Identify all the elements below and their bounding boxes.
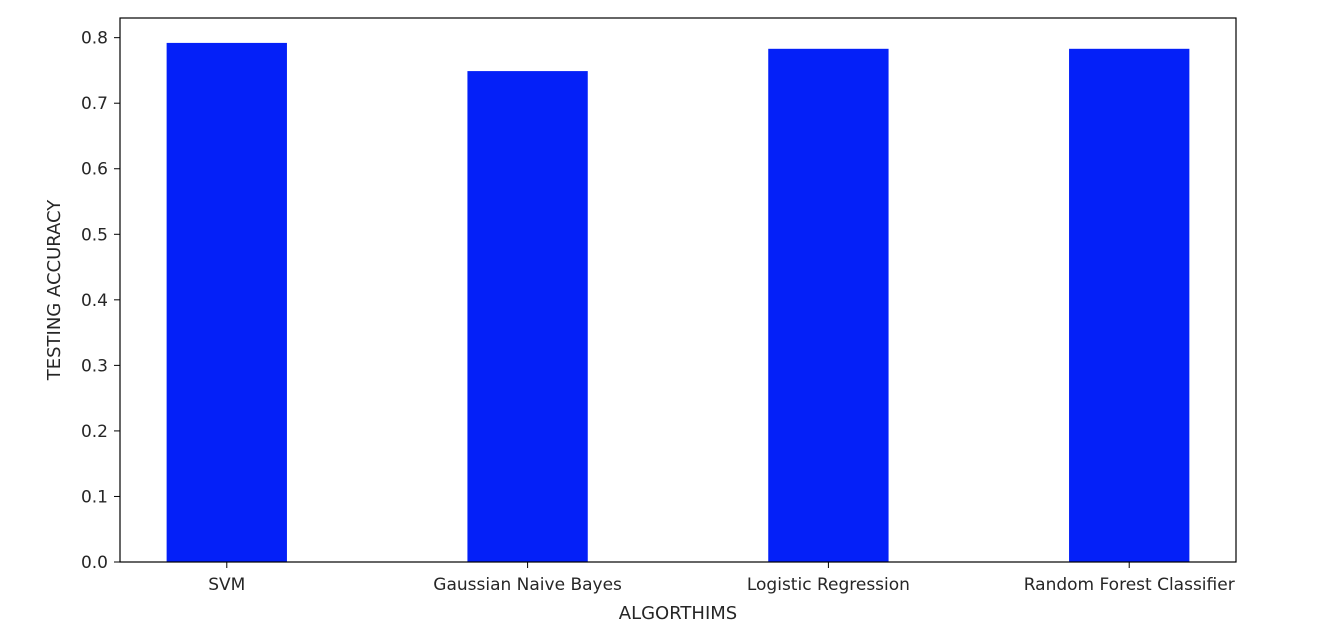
y-tick-label: 0.0	[81, 553, 108, 573]
y-axis-ticks: 0.0 0.1 0.2 0.3 0.4 0.5 0.6 0.7 0.8	[81, 29, 120, 573]
bars-group	[166, 42, 1190, 563]
y-tick-label: 0.4	[81, 291, 108, 311]
bar-2	[768, 48, 889, 563]
y-tick-label: 0.3	[81, 356, 108, 376]
y-tick-label: 0.5	[81, 225, 108, 245]
x-tick-label: SVM	[208, 575, 245, 595]
y-tick-label: 0.2	[81, 422, 108, 442]
bar-1	[467, 71, 588, 562]
x-axis-ticks: SVM Gaussian Naive Bayes Logistic Regressi…	[208, 562, 1235, 595]
x-tick-label: Gaussian Naive Bayes	[433, 575, 622, 595]
y-tick-label: 0.1	[81, 487, 108, 507]
x-axis-label: ALGORTHIMS	[619, 603, 737, 624]
y-tick-label: 0.6	[81, 160, 108, 180]
plot-frame	[119, 17, 1237, 563]
x-tick-label: Random Forest Classifier	[1024, 575, 1235, 595]
bar-3	[1069, 48, 1190, 563]
y-tick-label: 0.8	[81, 29, 108, 49]
y-axis-label: TESTING ACCURACY	[44, 199, 65, 382]
y-tick-label: 0.7	[81, 94, 108, 114]
x-tick-label: Logistic Regression	[747, 575, 910, 595]
bar-0	[166, 42, 287, 563]
